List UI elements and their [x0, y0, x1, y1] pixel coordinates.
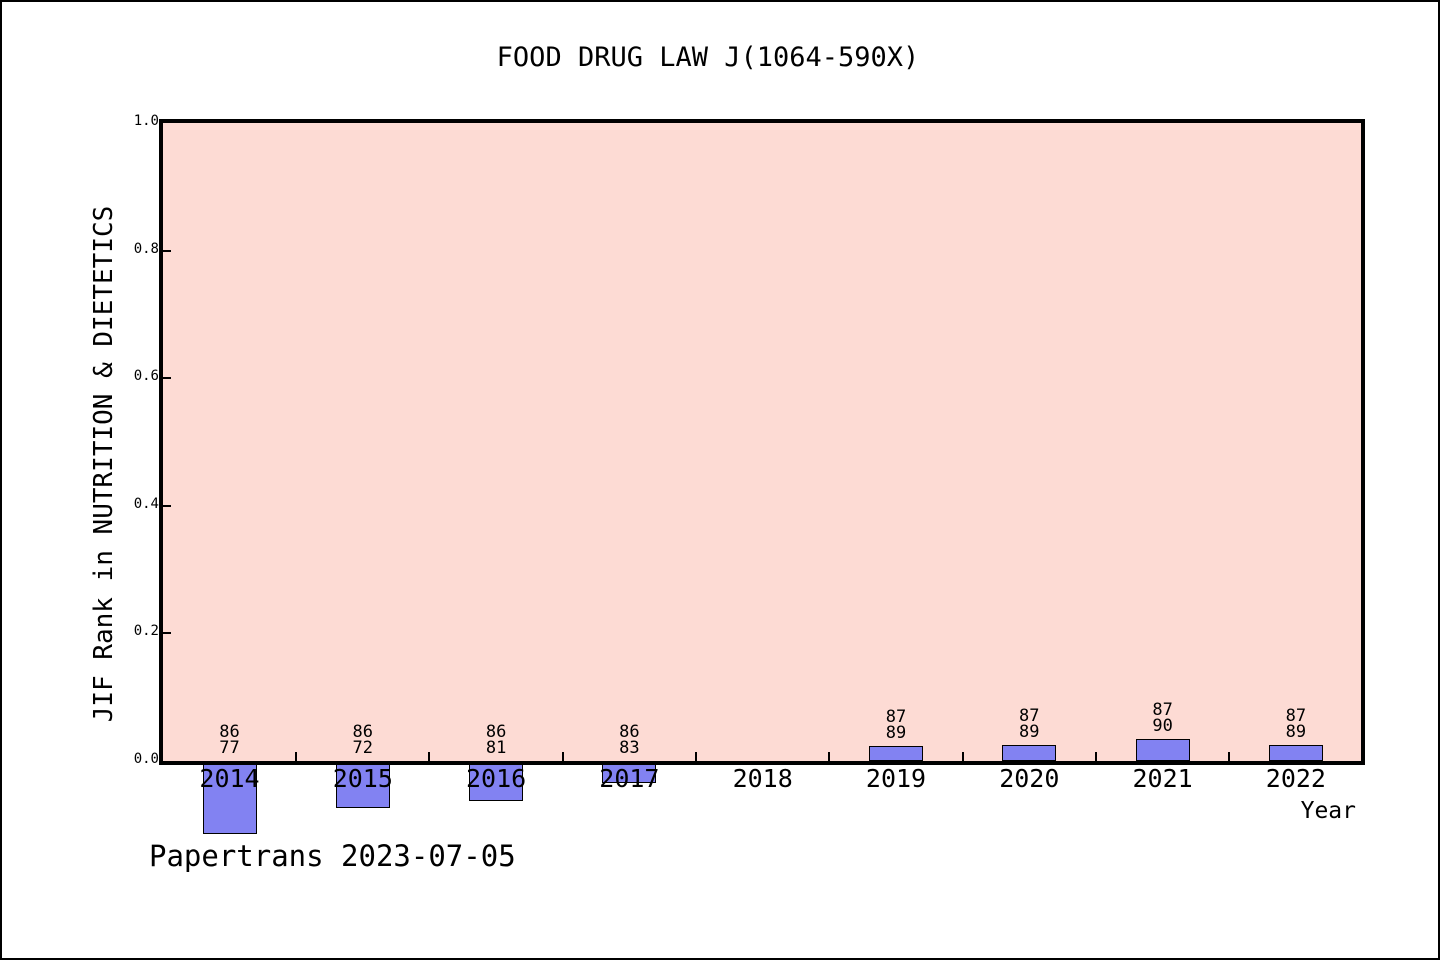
y-tick-label-0.2: 0.2: [133, 623, 159, 640]
bar-2022: [1268, 745, 1323, 761]
x-tick-label-2022: 2022: [1265, 764, 1326, 793]
bar-annotation-rank: 89: [1285, 722, 1307, 743]
chart-title: FOOD DRUG LAW J(1064-590X): [496, 42, 920, 73]
x-minor-tick: [295, 752, 298, 761]
x-tick-label-2017: 2017: [599, 764, 660, 793]
bar-annotation-total: 86: [352, 722, 374, 742]
x-minor-tick: [828, 752, 831, 761]
x-minor-tick: [1228, 752, 1231, 761]
bar-annotation-rank: 81: [485, 738, 507, 758]
bar-annotation-2015: 86 72: [318, 722, 408, 758]
y-axis-label: JIF Rank in NUTRITION & DIETETICS: [89, 205, 119, 723]
y-tick-label-1.0: 1.0: [133, 113, 159, 129]
bar-annotation-2017: 86 83: [584, 722, 674, 758]
x-minor-tick: [1094, 752, 1097, 761]
x-tick-label-2016: 2016: [465, 764, 527, 793]
bar-annotation-rank: 89: [1019, 722, 1040, 743]
bar-annotation-2020: 87 89: [984, 706, 1074, 743]
x-tick-label-2015: 2015: [332, 764, 393, 793]
bar-annotation-total: 86: [219, 722, 240, 742]
x-tick-label-2014: 2014: [199, 764, 260, 793]
bar-annotation-total: 86: [485, 722, 507, 742]
bar-annotation-2016: 86 81: [451, 722, 541, 758]
x-tick-label-2020: 2020: [999, 764, 1060, 793]
y-tick-label-0.6: 0.6: [133, 368, 159, 385]
bar-annotation-total: 87: [1285, 706, 1307, 727]
y-tick-label-0.8: 0.8: [133, 240, 159, 257]
x-tick-label-2021: 2021: [1132, 764, 1193, 793]
bar-2020: [1002, 745, 1057, 761]
bar-annotation-rank: 83: [619, 738, 640, 758]
bar-annotation-total: 86: [619, 722, 640, 742]
bar-annotation-2021: 87 90: [1118, 700, 1208, 737]
bar-2019: [869, 746, 923, 761]
footer-watermark: Papertrans 2023-07-05: [149, 839, 516, 873]
bar-annotation-rank: 90: [1152, 716, 1173, 737]
bar-2014: [202, 761, 257, 834]
bar-annotation-2019: 87 89: [851, 707, 941, 744]
y-tick-label-0.4: 0.4: [133, 495, 159, 512]
x-minor-tick: [695, 752, 698, 761]
bar-annotation-rank: 89: [885, 723, 907, 744]
y-tick-label-0.0: 0.0: [133, 751, 159, 767]
y-tick-mark: [163, 377, 171, 380]
x-axis-label: Year: [1300, 798, 1356, 824]
x-minor-tick: [428, 752, 431, 761]
y-tick-mark: [163, 504, 171, 507]
plot-area: [159, 119, 1365, 765]
y-tick-mark: [163, 632, 171, 635]
x-tick-label-2019: 2019: [865, 764, 927, 793]
bar-annotation-rank: 77: [219, 738, 240, 758]
bar-2021: [1135, 739, 1190, 761]
x-minor-tick: [961, 752, 964, 761]
bar-annotation-2014: 86 77: [185, 722, 275, 758]
bar-annotation-rank: 72: [352, 738, 374, 758]
bar-annotation-2022: 87 89: [1251, 706, 1341, 743]
bar-annotation-total: 87: [1019, 706, 1040, 727]
x-minor-tick: [561, 752, 564, 761]
x-tick-label-2018: 2018: [732, 764, 793, 793]
bar-annotation-total: 87: [1152, 700, 1173, 721]
bar-annotation-total: 87: [885, 707, 907, 728]
y-tick-mark: [163, 249, 171, 252]
